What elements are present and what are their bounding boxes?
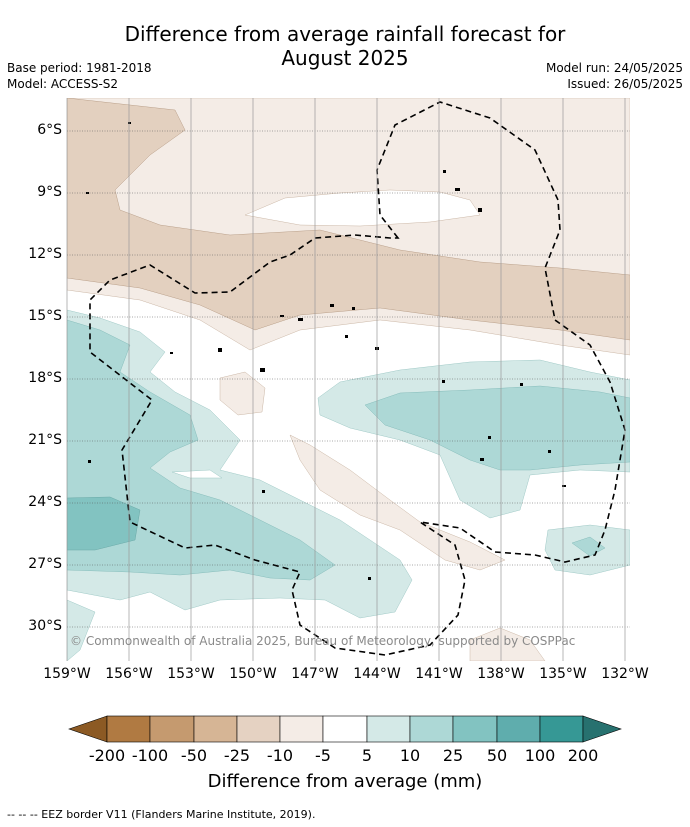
dry-patch-south	[469, 627, 546, 661]
model-name: Model: ACCESS-S2	[7, 77, 119, 91]
white-hole-west	[171, 469, 223, 479]
colorbar-bin	[236, 715, 281, 743]
lon-label: 153°W	[167, 666, 215, 682]
copyright-notice: © Commonwealth of Australia 2025, Bureau…	[70, 634, 576, 648]
map-title: Difference from average rainfall forecas…	[0, 22, 690, 70]
lat-label: 18°S	[28, 370, 62, 386]
dry-region-north-core	[67, 98, 630, 341]
colorbar-bin	[193, 715, 238, 743]
model-run: Model run: 24/05/2025	[545, 61, 683, 75]
colorbar-bin	[322, 715, 368, 743]
lon-label: 138°W	[477, 666, 525, 682]
white-lobe	[244, 189, 481, 227]
colorbar-label: 200	[567, 746, 599, 765]
colorbar-bin	[496, 715, 541, 743]
lon-label: 159°W	[43, 666, 91, 682]
lon-label: 147°W	[291, 666, 339, 682]
colorbar-label: -50	[180, 746, 208, 765]
lat-label: 9°S	[37, 184, 62, 200]
meta-left: Base period: 1981-2018 Model: ACCESS-S2	[7, 60, 152, 92]
lon-label: 156°W	[105, 666, 153, 682]
colorbar-label: -100	[131, 746, 169, 765]
colorbar-bin	[279, 715, 324, 743]
lon-label: 135°W	[539, 666, 587, 682]
lon-label: 144°W	[353, 666, 401, 682]
lon-label: 150°W	[229, 666, 277, 682]
colorbar-bin	[149, 715, 195, 743]
colorbar-title: Difference from average (mm)	[207, 771, 483, 792]
wet-region-southwest	[67, 599, 96, 661]
colorbar-label: 25	[442, 746, 464, 765]
colorbar-label: 50	[486, 746, 508, 765]
colorbar	[68, 715, 622, 743]
colorbar-bin	[409, 715, 454, 743]
wet-region-west-inner	[67, 496, 141, 551]
eez-footnote: -- -- -- EEZ border V11 (Flanders Marine…	[7, 808, 316, 821]
lat-label: 30°S	[28, 618, 62, 634]
lat-label: 21°S	[28, 432, 62, 448]
islands	[86, 122, 566, 580]
dry-patch-west	[219, 371, 266, 416]
eez-border	[89, 101, 626, 656]
colorbar-label: -10	[266, 746, 294, 765]
map-area	[67, 98, 630, 661]
issued-date: Issued: 26/05/2025	[567, 77, 683, 91]
colorbar-bin	[106, 715, 151, 743]
colorbar-bin	[452, 715, 498, 743]
meridians	[66, 98, 626, 661]
lat-label: 12°S	[28, 246, 62, 262]
colorbar-arrow-left	[68, 715, 108, 743]
colorbar-bin	[366, 715, 411, 743]
colorbar-label: -200	[88, 746, 126, 765]
base-period: Base period: 1981-2018	[7, 61, 152, 75]
colorbar-label: 100	[524, 746, 556, 765]
meta-right: Model run: 24/05/2025 Issued: 26/05/2025	[546, 60, 683, 92]
lat-label: 24°S	[28, 494, 62, 510]
colorbar-label: 5	[361, 746, 373, 765]
colorbar-label: 10	[399, 746, 421, 765]
lat-label: 15°S	[28, 308, 62, 324]
title-line-2: August 2025	[281, 46, 409, 70]
title-line-1: Difference from average rainfall forecas…	[124, 22, 566, 46]
wet-region-east-core	[364, 385, 630, 471]
lon-label: 141°W	[415, 666, 463, 682]
lat-label: 6°S	[37, 122, 62, 138]
lon-label: 132°W	[601, 666, 649, 682]
colorbar-label: -25	[223, 746, 251, 765]
colorbar-arrow-right	[582, 715, 622, 743]
lat-label: 27°S	[28, 556, 62, 572]
colorbar-bin	[539, 715, 584, 743]
colorbar-label: -5	[315, 746, 331, 765]
